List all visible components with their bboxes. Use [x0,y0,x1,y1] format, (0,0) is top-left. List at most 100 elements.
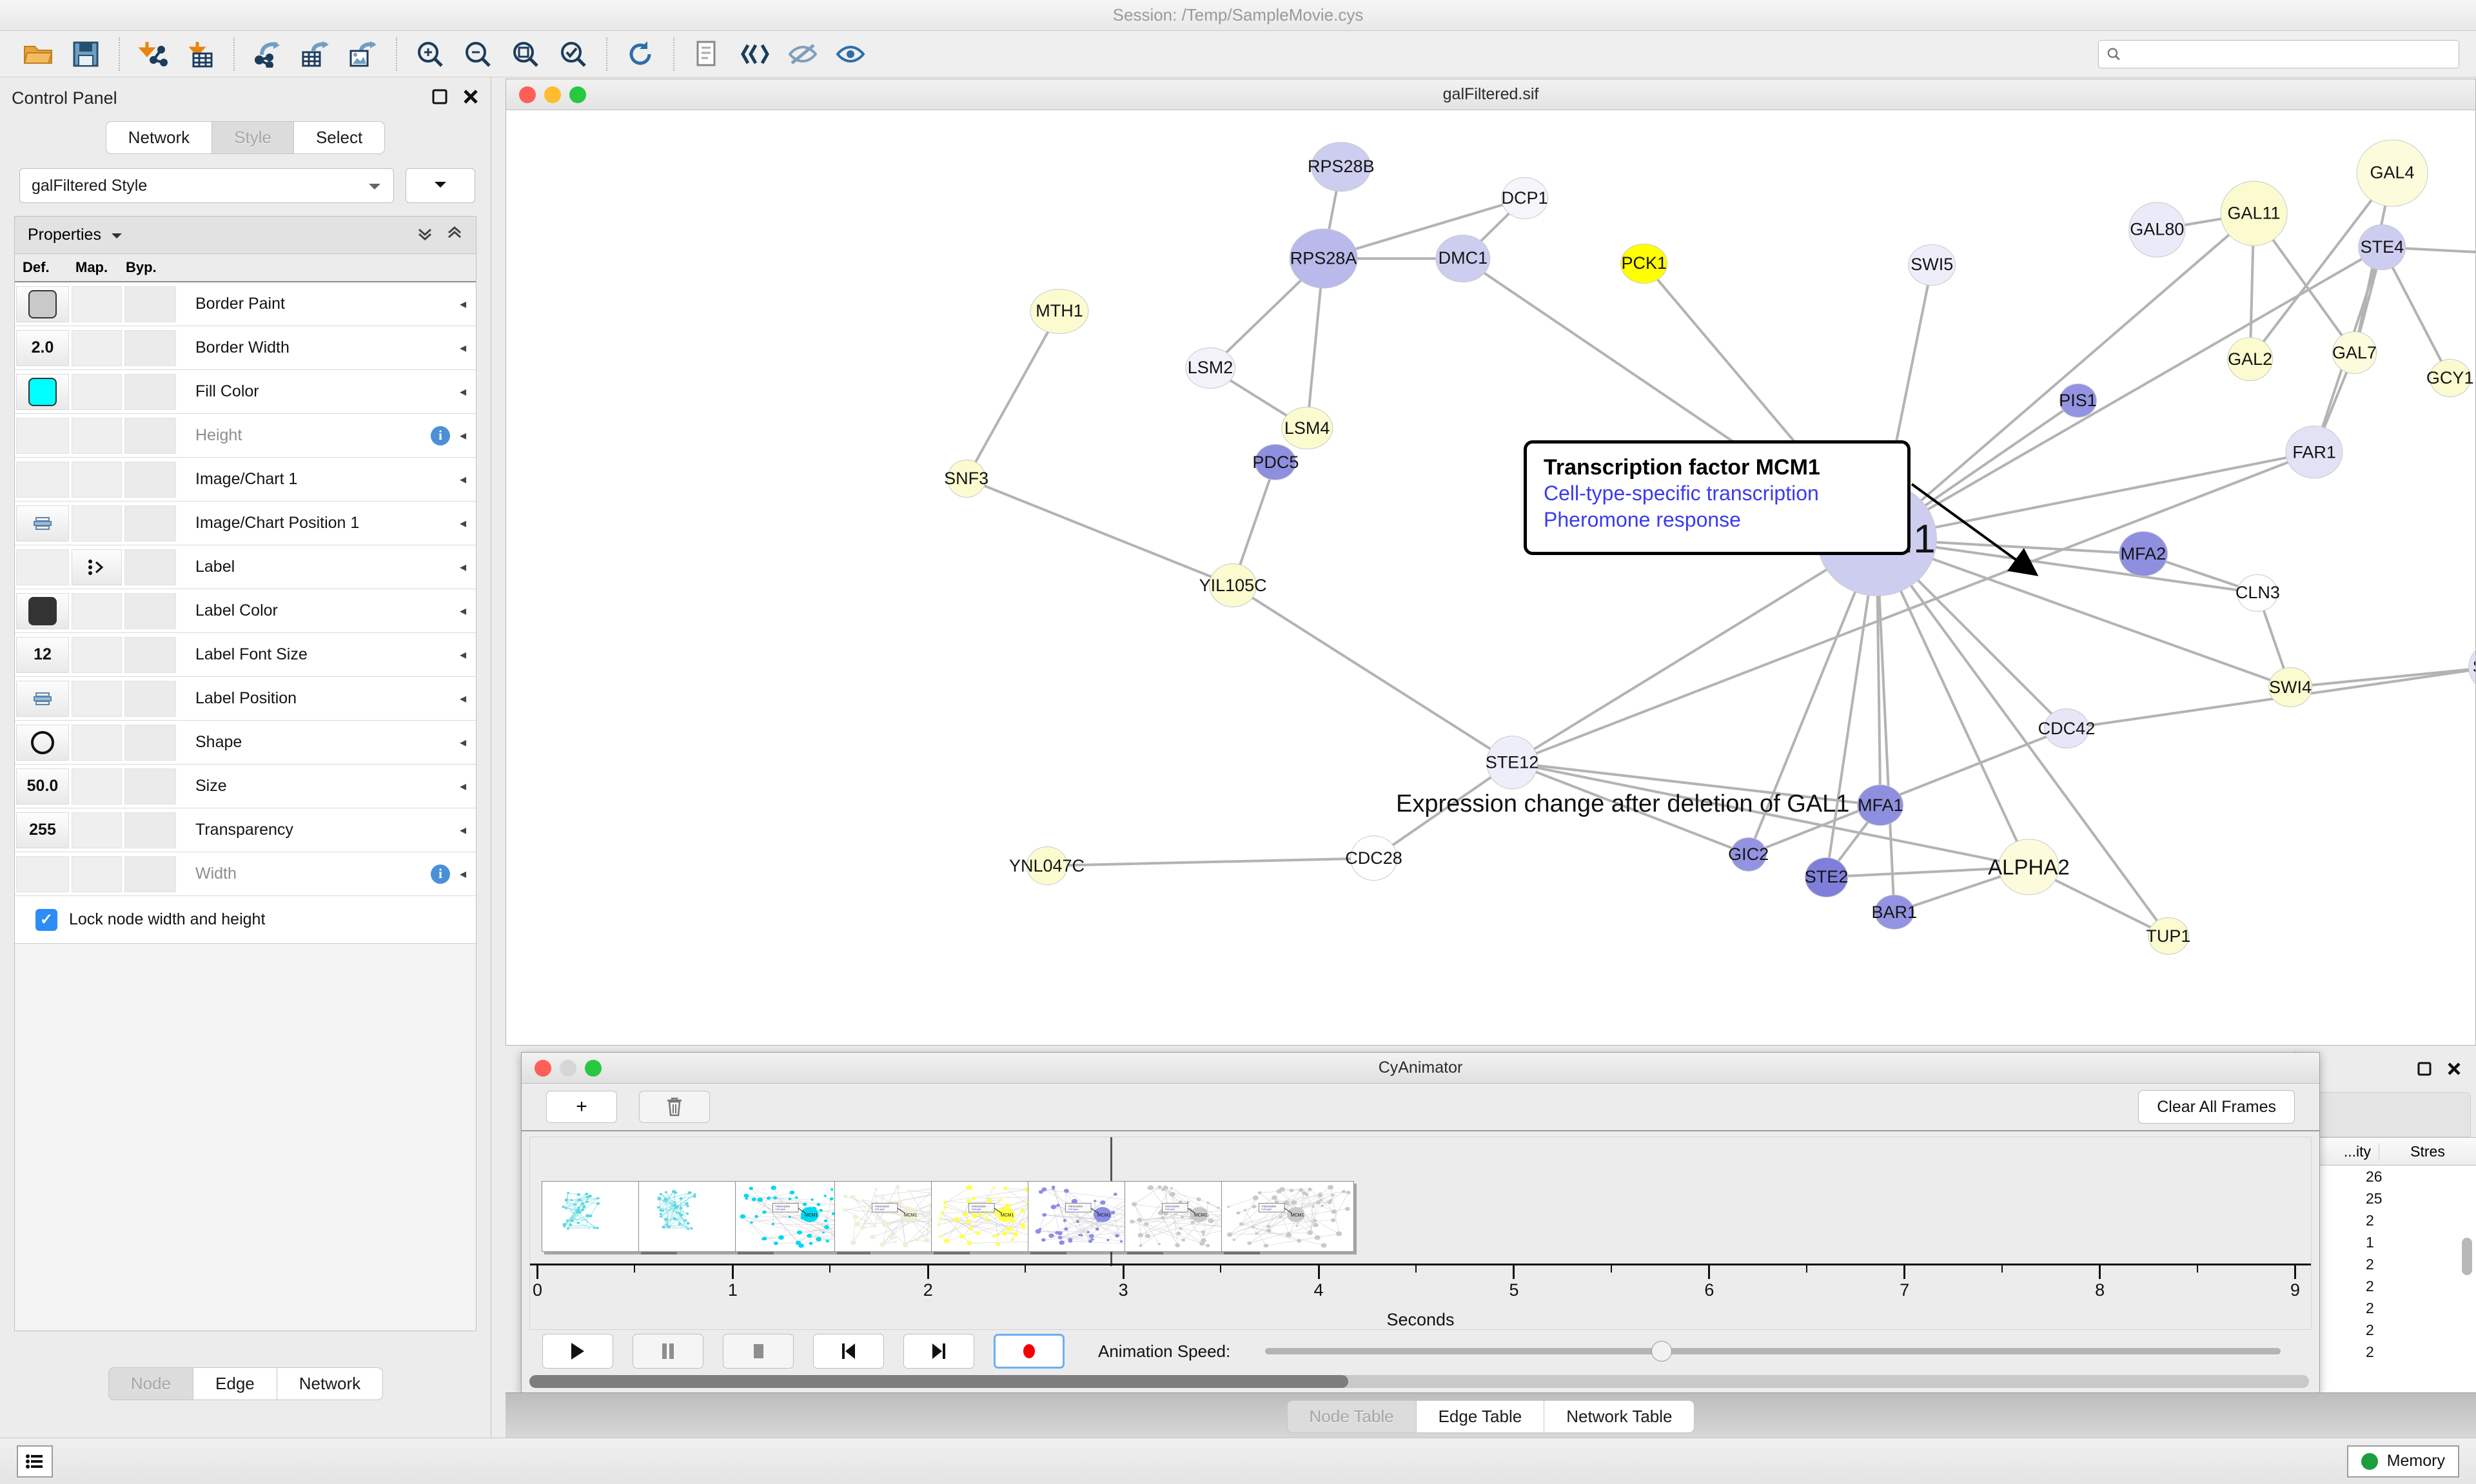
minimize-traffic-light[interactable] [544,86,561,103]
add-frame-button[interactable]: + [546,1091,617,1123]
tab-network-style[interactable]: Network [277,1367,384,1400]
mapping-cell[interactable] [72,329,122,366]
property-row[interactable]: Height i ◂ [15,414,476,458]
network-node[interactable]: SWI4 [2268,667,2312,708]
chevron-left-icon[interactable]: ◂ [459,604,467,618]
default-cell[interactable] [16,724,69,761]
default-cell[interactable] [16,461,69,498]
bypass-cell[interactable] [124,417,176,454]
float-icon[interactable] [2417,1061,2432,1080]
network-node[interactable]: DCP1 [1500,177,1549,220]
chevron-left-icon[interactable]: ◂ [459,823,467,837]
network-edge[interactable] [2290,667,2475,689]
collapse-all-icon[interactable] [417,226,433,244]
network-node[interactable]: GAL2 [2226,337,2274,382]
import-table-icon[interactable] [177,33,224,75]
mapping-cell[interactable] [72,636,122,673]
mapping-cell[interactable] [72,812,122,848]
bypass-cell[interactable] [124,724,176,761]
mapping-cell[interactable] [72,680,122,717]
property-row[interactable]: Shape ◂ [15,721,476,765]
network-node[interactable]: STE4 [2358,224,2406,271]
network-node[interactable]: SWI5 [1908,244,1956,286]
network-edge[interactable] [1511,761,1749,856]
chevron-left-icon[interactable]: ◂ [459,692,467,706]
default-cell[interactable] [16,417,69,454]
property-row[interactable]: Fill Color ◂ [15,370,476,414]
property-row[interactable]: Width i ◂ [15,852,476,896]
default-cell[interactable] [16,855,69,892]
table-row[interactable]: 2 [2366,1277,2374,1294]
network-node[interactable]: STE12 [1486,736,1538,790]
chevron-left-icon[interactable]: ◂ [459,736,467,750]
mapping-cell[interactable] [72,373,122,410]
timeline-horizontal-scrollbar[interactable] [529,1375,2309,1388]
mapping-cell[interactable] [72,461,122,498]
record-button[interactable] [994,1334,1065,1369]
new-network-icon[interactable] [683,33,731,75]
hide-icon[interactable] [779,33,827,75]
minimize-traffic-light[interactable] [560,1059,576,1077]
chevron-left-icon[interactable]: ◂ [459,385,467,399]
network-node[interactable]: LSM2 [1185,347,1235,389]
tab-node-table[interactable]: Node Table [1286,1400,1417,1433]
mapping-cell[interactable] [72,505,122,542]
network-node[interactable]: GAL80 [2128,202,2185,257]
color-swatch[interactable] [28,596,57,625]
bypass-cell[interactable] [124,329,176,366]
style-options-button[interactable] [406,168,475,203]
table-row[interactable]: 2 [2366,1255,2374,1273]
bypass-cell[interactable] [124,768,176,805]
network-edge[interactable] [1826,865,2029,879]
mapping-cell[interactable] [72,549,122,585]
network-node[interactable]: CDC28 [1345,835,1402,881]
pause-button[interactable] [633,1334,703,1369]
table-row[interactable]: 2 [2366,1321,2374,1338]
network-node[interactable]: RPS28A [1289,228,1358,289]
property-row[interactable]: Label Position ◂ [15,677,476,721]
zoom-fit-icon[interactable] [502,33,549,75]
network-node[interactable]: GAL11 [2220,181,2288,246]
property-row[interactable]: Border Paint ◂ [15,282,476,326]
network-edge[interactable] [1373,761,1513,859]
bypass-cell[interactable] [124,855,176,892]
table-row[interactable]: 25 [2366,1189,2383,1207]
network-node[interactable]: ALPHA2 [1988,839,2070,895]
network-edge[interactable] [1876,451,2315,540]
save-icon[interactable] [62,33,110,75]
lock-node-row[interactable]: ✓ Lock node width and height [15,896,476,944]
mapping-cell[interactable] [72,417,122,454]
column-centrality[interactable]: ...ity [2343,1142,2371,1160]
expand-all-icon[interactable] [446,226,463,244]
search-box[interactable] [2098,39,2459,68]
chevron-left-icon[interactable]: ◂ [459,297,467,311]
chevron-left-icon[interactable]: ◂ [459,429,467,443]
bypass-cell[interactable] [124,680,176,717]
table-row[interactable]: 26 [2366,1167,2383,1185]
chevron-left-icon[interactable]: ◂ [459,648,467,662]
network-edge[interactable] [1875,538,2170,937]
maximize-traffic-light[interactable] [585,1059,602,1077]
network-node[interactable]: CLN3 [2235,574,2280,612]
default-cell[interactable] [16,286,69,322]
play-button[interactable] [542,1334,613,1369]
close-traffic-light[interactable] [519,86,536,103]
timeline-frame[interactable]: Transcription Cell-type MCM1 [1221,1181,1354,1252]
network-edge[interactable] [1876,538,2291,688]
network-node[interactable]: PCK1 [1620,243,1668,284]
default-cell[interactable] [16,549,69,585]
animation-speed-slider[interactable] [1265,1341,2281,1362]
network-node[interactable]: STE2 [1804,857,1849,897]
info-icon[interactable]: i [431,864,450,884]
network-node[interactable]: BAR1 [1872,894,1917,930]
table-row[interactable]: 1 [2366,1233,2374,1251]
chevron-left-icon[interactable]: ◂ [459,341,467,355]
close-icon[interactable] [2446,1061,2462,1080]
network-edge[interactable] [1511,761,2029,868]
default-cell[interactable]: 255 [16,812,69,848]
network-edge[interactable] [1747,727,2067,856]
default-cell[interactable] [16,373,69,410]
zoom-in-icon[interactable] [406,33,454,75]
bypass-cell[interactable] [124,461,176,498]
network-edge[interactable] [965,311,1061,480]
